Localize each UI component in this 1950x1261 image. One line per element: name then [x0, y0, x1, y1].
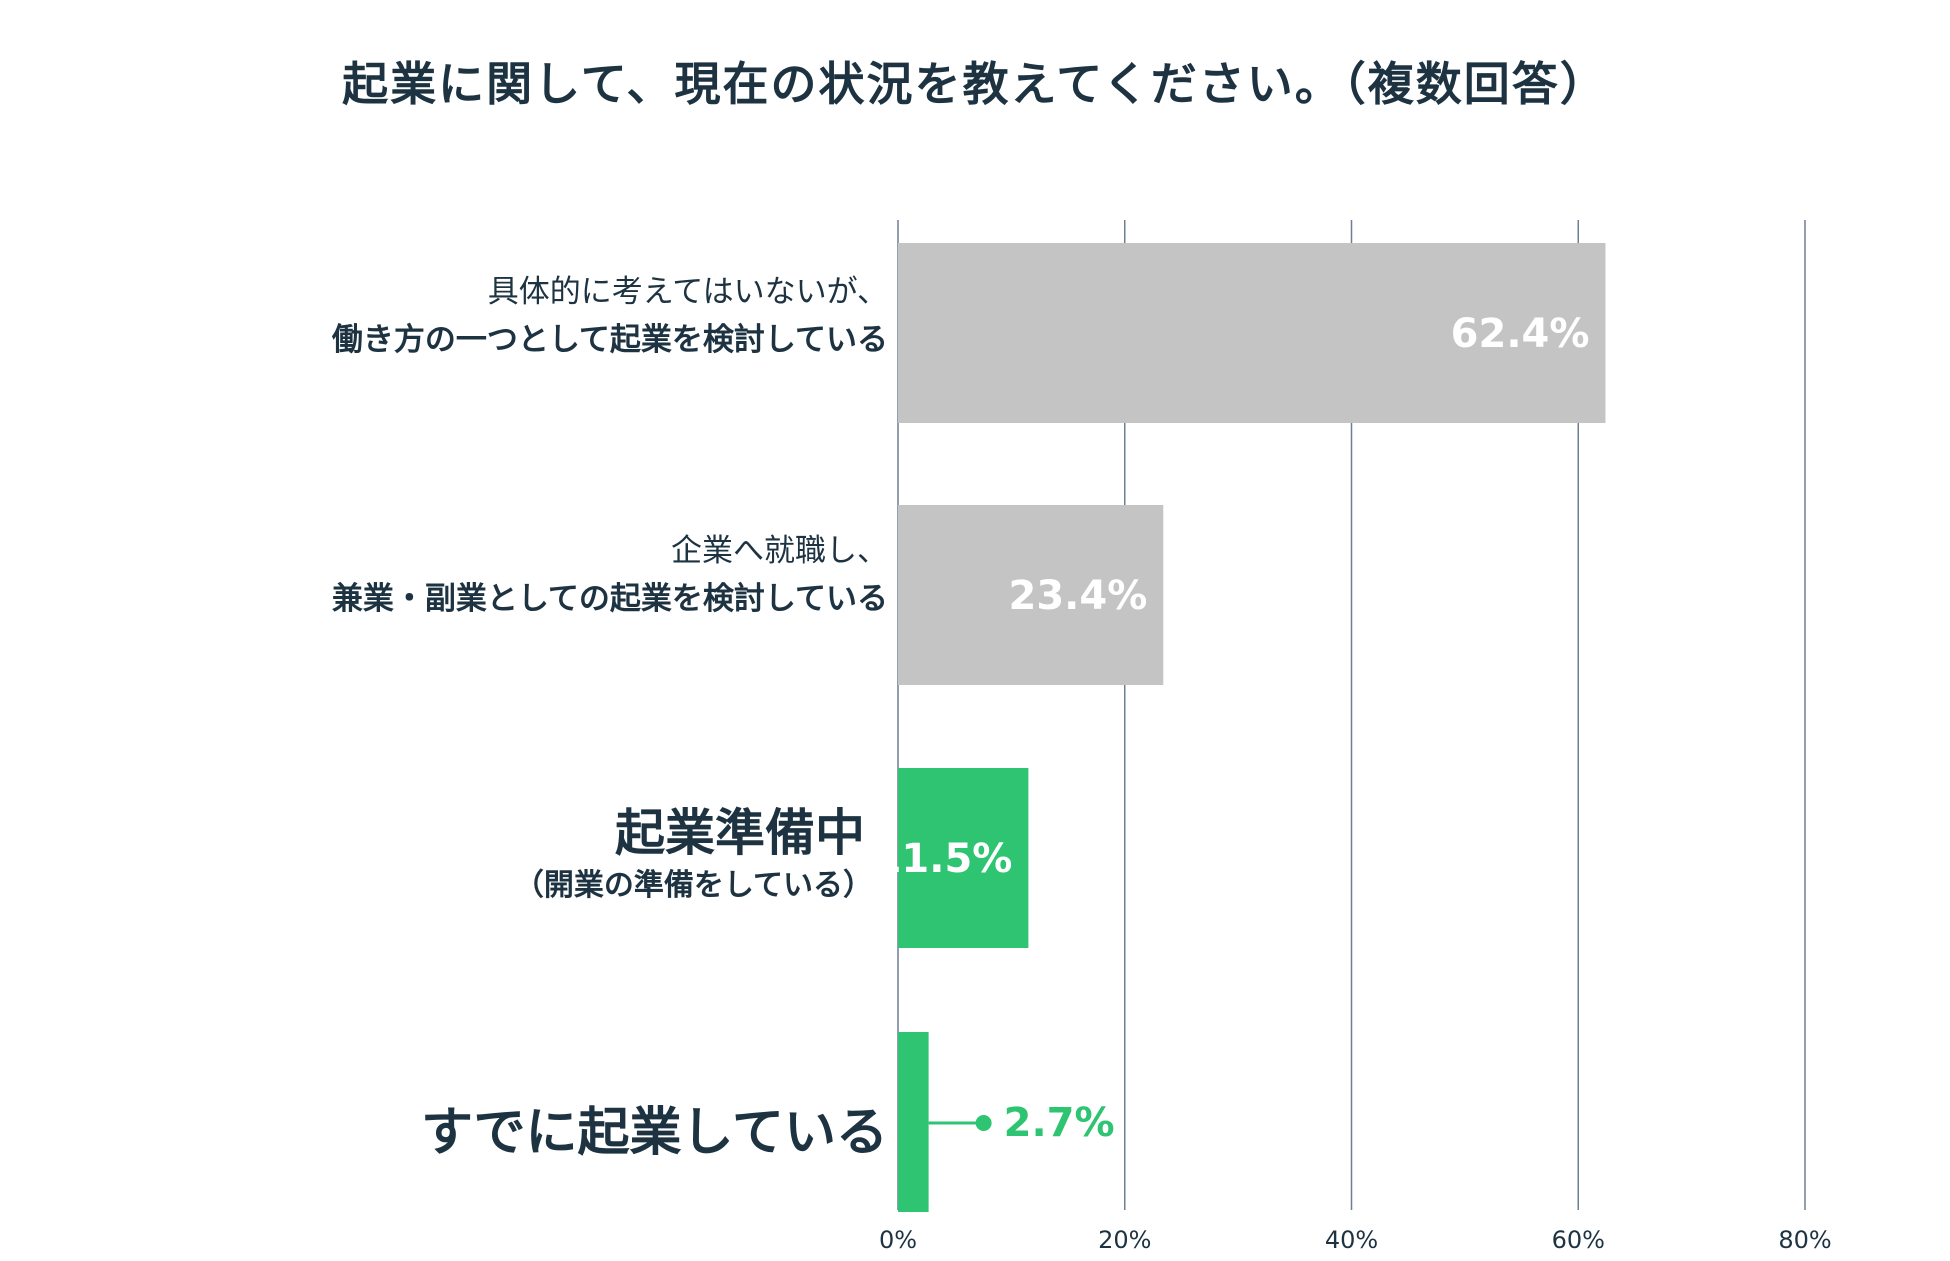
category-label-1-line1: 具体的に考えてはいないが、 [487, 274, 888, 310]
x-tick-label: 60% [1552, 1226, 1605, 1254]
bar [898, 768, 1029, 948]
category-label-1: 具体的に考えてはいないが、 働き方の一つとして起業を検討している [332, 268, 888, 364]
category-label-2: 企業へ就職し、 兼業・副業としての起業を検討している [332, 527, 888, 623]
x-tick-label: 40% [1325, 1226, 1378, 1254]
bar [898, 1032, 929, 1212]
x-tick-label: 20% [1098, 1226, 1151, 1254]
data-label: 2.7% [1004, 1100, 1115, 1146]
category-label-4: すでに起業している [421, 1100, 888, 1166]
category-label-1-line2: 働き方の一つとして起業を検討している [331, 322, 888, 358]
x-tick-label: 0% [879, 1226, 917, 1254]
category-label-3-line2: （開業の準備をしている） [513, 868, 873, 903]
bar [898, 243, 1606, 423]
category-label-3-line1: 起業準備中 [615, 804, 865, 862]
category-label-2-line1: 企業へ就職し、 [671, 533, 888, 569]
category-label-2-line2: 兼業・副業としての起業を検討している [331, 581, 888, 617]
bar [898, 505, 1164, 685]
data-label-leader-dot [975, 1115, 992, 1131]
data-label: 23.4% [1009, 573, 1148, 619]
data-label: 11.5% [874, 836, 1013, 882]
category-label-4-line1: すでに起業している [421, 1103, 888, 1163]
chart-title: 起業に関して、現在の状況を教えてください。（複数回答） [342, 57, 1608, 111]
data-label: 62.4% [1451, 311, 1590, 357]
category-label-3: 起業準備中 （開業の準備をしている） [514, 800, 873, 906]
x-tick-label: 80% [1778, 1226, 1831, 1254]
